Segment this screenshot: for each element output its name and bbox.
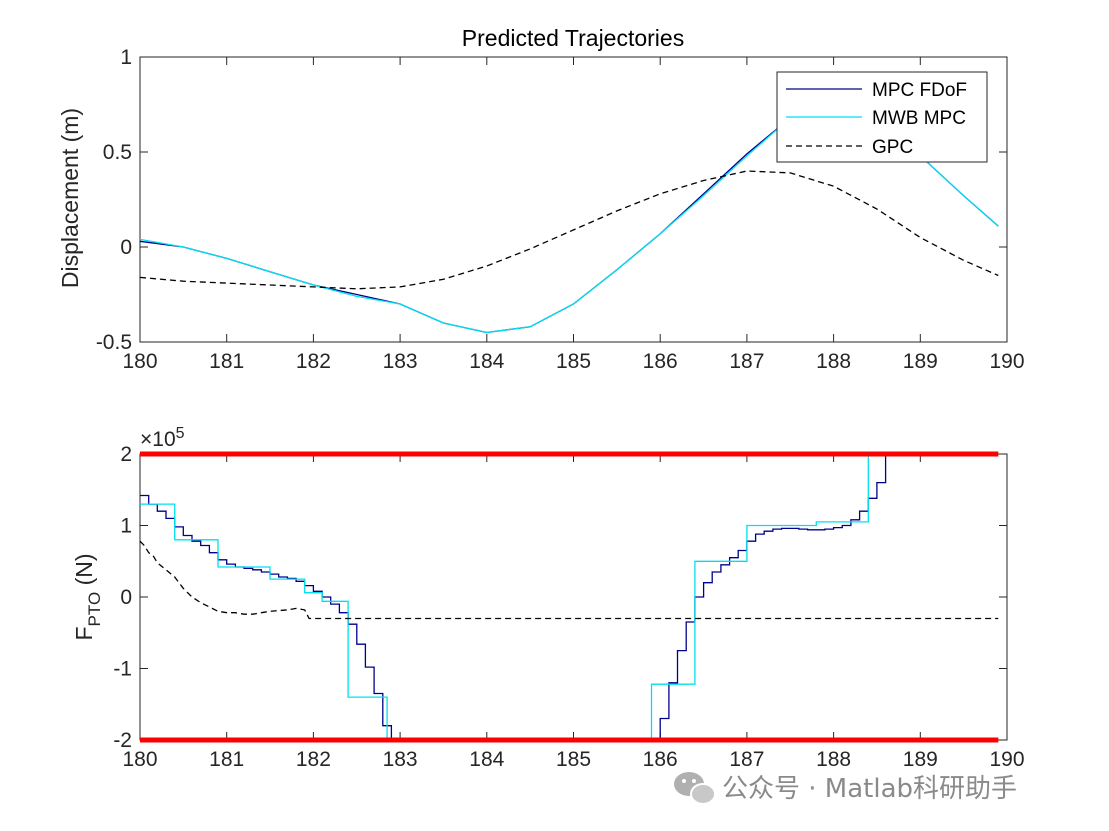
series-line-mpc-fdof (140, 454, 887, 741)
bottom-axes: 180 181 182 183 184 185 186 187 188 189 190 -2 -1 0 1 2 (113, 443, 1024, 771)
y-tick-label: 0 (120, 586, 132, 609)
y-tick-label: 0 (120, 236, 132, 259)
legend-label-mpc-fdof: MPC FDoF (872, 80, 967, 101)
y-label-main: F (71, 626, 97, 640)
x-tick-label: 182 (296, 350, 331, 373)
top-chart: Predicted Trajectories 180 181 182 183 184 18… (57, 25, 1025, 373)
x-tick-label: 181 (209, 748, 244, 771)
x-tick-label: 180 (122, 350, 157, 373)
x-tick-label: 184 (469, 350, 504, 373)
x-tick-label: 181 (209, 350, 244, 373)
series-line-gpc (139, 540, 999, 620)
bottom-chart: 180 181 182 183 184 185 186 187 188 189 190 -2 -1 0 1 2… (71, 425, 1025, 771)
legend-label-gpc: GPC (872, 137, 913, 158)
x-tick-label: 190 (989, 350, 1024, 373)
y-label-sub: PTO (85, 592, 104, 627)
series-line-mwb-mpc (140, 453, 886, 741)
legend-label-mwb-mpc: MWB MPC (872, 108, 966, 129)
x-tick-label: 183 (383, 350, 418, 373)
watermark: 公众号 · Matlab科研助手 (674, 772, 1017, 805)
x-tick-label: 189 (903, 350, 938, 373)
y-tick-label: 1 (120, 515, 132, 538)
x-tick-label: 185 (556, 350, 591, 373)
wechat-icon (674, 772, 716, 805)
x-tick-label: 184 (469, 748, 504, 771)
bottom-y-axis-label: FPTO (N) (71, 553, 104, 640)
series-line-gpc (139, 170, 999, 290)
exponent-base: ×10 (140, 428, 176, 451)
x-tick-label: 185 (556, 748, 591, 771)
y-tick-label: -0.5 (96, 331, 132, 354)
x-tick-label: 188 (816, 350, 851, 373)
y-tick-label: 0.5 (103, 141, 132, 164)
exponent-power: 5 (176, 425, 185, 442)
x-tick-label: 186 (643, 350, 678, 373)
watermark-text: 公众号 · Matlab科研助手 (722, 774, 1017, 804)
y-tick-label: -2 (113, 729, 132, 752)
x-tick-label: 187 (729, 350, 764, 373)
top-legend: MPC FDoF MWB MPC GPC (776, 71, 988, 163)
top-y-axis-label: Displacement (m) (57, 108, 83, 288)
x-tick-label: 183 (383, 748, 418, 771)
x-tick-label: 186 (643, 748, 678, 771)
x-tick-label: 188 (816, 748, 851, 771)
y-tick-label: -1 (113, 658, 132, 681)
exponent-label: ×105 (140, 425, 185, 451)
x-tick-label: 190 (989, 748, 1024, 771)
bottom-series-group (139, 453, 999, 741)
bottom-limit-lines (140, 451, 999, 743)
y-tick-label: 1 (120, 46, 132, 69)
x-tick-label: 180 (122, 748, 157, 771)
y-label-unit: (N) (71, 553, 97, 591)
x-tick-label: 187 (729, 748, 764, 771)
y-tick-label: 2 (120, 443, 132, 466)
top-chart-title: Predicted Trajectories (462, 25, 684, 51)
x-tick-label: 182 (296, 748, 331, 771)
x-tick-label: 189 (903, 748, 938, 771)
